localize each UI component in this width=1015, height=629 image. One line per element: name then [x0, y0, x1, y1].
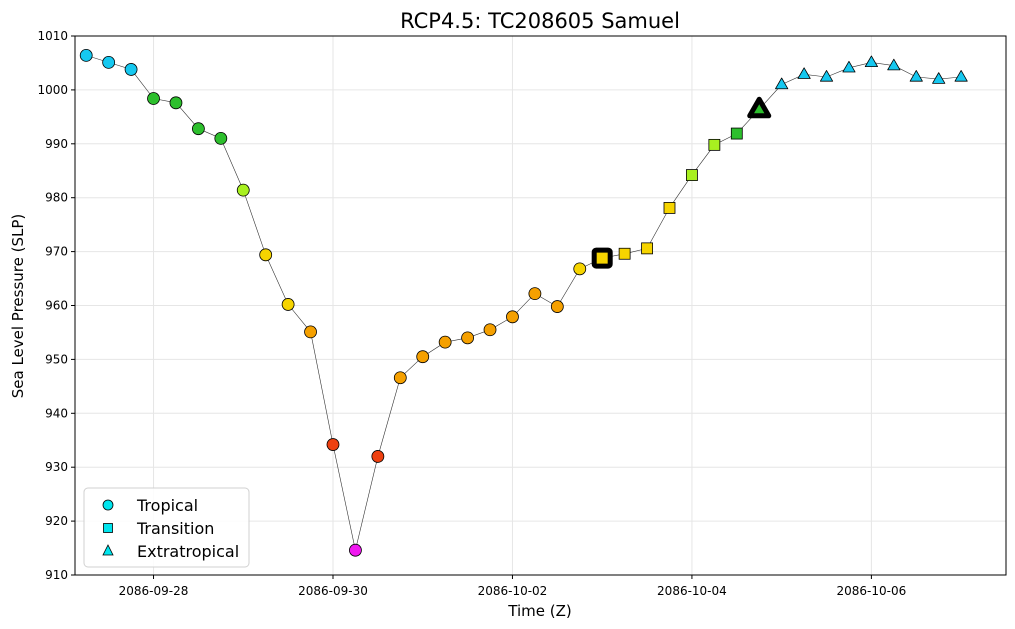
legend: Tropical Transition Extratropical: [83, 487, 250, 568]
extratropical-point: [887, 58, 901, 71]
tropical-point: [147, 92, 160, 105]
tropical-point: [349, 543, 362, 557]
transition-point: [663, 202, 676, 214]
tropical-point: [326, 438, 340, 451]
y-tick-label: 960: [45, 299, 68, 313]
extratropical-point: [819, 70, 834, 82]
legend-label-extratropical: Extratropical: [137, 542, 239, 561]
track-line: [86, 55, 962, 551]
extratropical-point: [775, 77, 789, 90]
y-tick-label: 920: [45, 514, 68, 528]
y-tick-label: 930: [45, 460, 68, 474]
x-axis-ticks: 2086-09-28 2086-09-30 2086-10-02 2086-10-04…: [119, 575, 907, 598]
transition-point: [686, 169, 698, 181]
legend-label-transition: Transition: [136, 519, 214, 538]
y-tick-label: 970: [45, 245, 68, 259]
data-points: [79, 49, 968, 557]
tropical-point: [79, 49, 93, 62]
tropical-point: [124, 63, 138, 76]
legend-box: [83, 487, 250, 568]
tropical-point: [191, 122, 205, 136]
tropical-point: [461, 331, 474, 345]
tropical-point: [236, 183, 250, 197]
x-axis-label: Time (Z): [507, 602, 571, 620]
extratropical-point: [932, 72, 946, 84]
transition-point: [618, 247, 631, 260]
legend-square-marker: [103, 523, 113, 533]
x-tick-label: 2086-09-28: [119, 584, 189, 598]
tropical-point: [483, 323, 497, 337]
transition-point: [708, 138, 721, 151]
y-tick-label: 940: [45, 406, 68, 420]
tropical-point: [371, 450, 385, 463]
tropical-point: [506, 310, 519, 324]
legend-label-tropical: Tropical: [136, 496, 198, 515]
y-tick-label: 980: [45, 191, 68, 205]
extratropical-point: [747, 96, 772, 119]
y-tick-label: 1000: [37, 83, 68, 97]
y-axis-ticks: 910 920 930 940 950 960 970 980 990 1000 1010: [37, 29, 75, 582]
tropical-point: [281, 298, 295, 311]
tropical-point: [573, 262, 587, 276]
tropical-point: [416, 350, 430, 364]
legend-triangle-marker: [102, 544, 114, 556]
tropical-point: [214, 132, 228, 145]
tropical-point: [169, 96, 183, 110]
y-tick-label: 1010: [37, 29, 68, 43]
tropical-point: [304, 325, 317, 339]
x-tick-label: 2086-09-30: [298, 584, 368, 598]
y-tick-label: 950: [45, 352, 68, 366]
y-axis-label: Sea Level Pressure (SLP): [9, 214, 27, 399]
extratropical-point: [842, 60, 856, 73]
extratropical-point: [864, 55, 878, 68]
legend-circle-marker: [102, 499, 114, 511]
y-tick-label: 990: [45, 137, 68, 151]
x-tick-label: 2086-10-04: [657, 584, 727, 598]
tropical-point: [393, 371, 407, 385]
x-tick-label: 2086-10-06: [837, 584, 907, 598]
extratropical-point: [954, 70, 968, 82]
tropical-point: [438, 335, 452, 349]
tropical-point: [259, 248, 273, 262]
transition-point: [730, 127, 743, 140]
y-tick-label: 910: [45, 568, 68, 582]
extratropical-point: [797, 67, 811, 79]
x-tick-label: 2086-10-02: [478, 584, 548, 598]
tropical-point: [102, 56, 116, 69]
chart-title: RCP4.5: TC208605 Samuel: [400, 9, 680, 33]
track-polyline: [86, 55, 962, 551]
transition-point: [641, 242, 653, 255]
tropical-point: [550, 300, 564, 313]
extratropical-point: [909, 70, 923, 82]
tropical-point: [528, 287, 542, 301]
transition-point: [591, 247, 613, 269]
